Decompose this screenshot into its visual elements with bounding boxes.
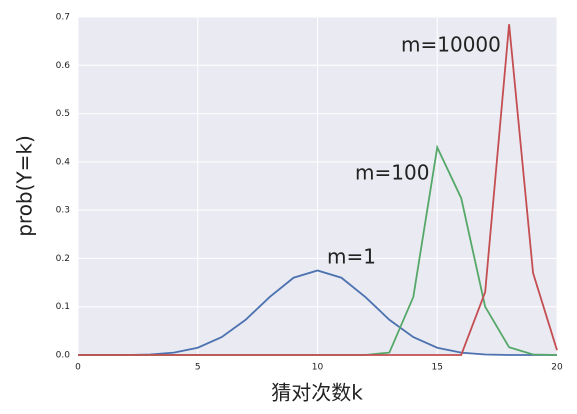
x-tick-label: 0 [75, 363, 81, 373]
annotation: m=100 [355, 161, 429, 185]
y-tick-label: 0.5 [56, 109, 70, 119]
x-tick-label: 10 [312, 363, 324, 373]
x-tick-label: 15 [432, 363, 443, 373]
y-tick-label: 0.3 [56, 206, 70, 216]
y-tick-label: 0.1 [56, 302, 70, 312]
x-tick-label: 20 [551, 363, 563, 373]
y-tick-label: 0.2 [56, 254, 70, 264]
annotation: m=10000 [401, 33, 501, 57]
x-axis-label: 猜对次数k [271, 381, 363, 405]
y-tick-label: 0.4 [56, 157, 71, 167]
y-tick-label: 0.6 [56, 61, 71, 71]
y-axis-label: prob(Y=k) [13, 135, 37, 237]
series-line [78, 24, 558, 356]
annotation: m=1 [327, 245, 376, 269]
series-line [78, 269, 557, 356]
y-tick-label: 0.7 [56, 13, 70, 23]
y-tick-label: 0.0 [56, 351, 71, 361]
x-tick-label: 5 [195, 363, 201, 373]
